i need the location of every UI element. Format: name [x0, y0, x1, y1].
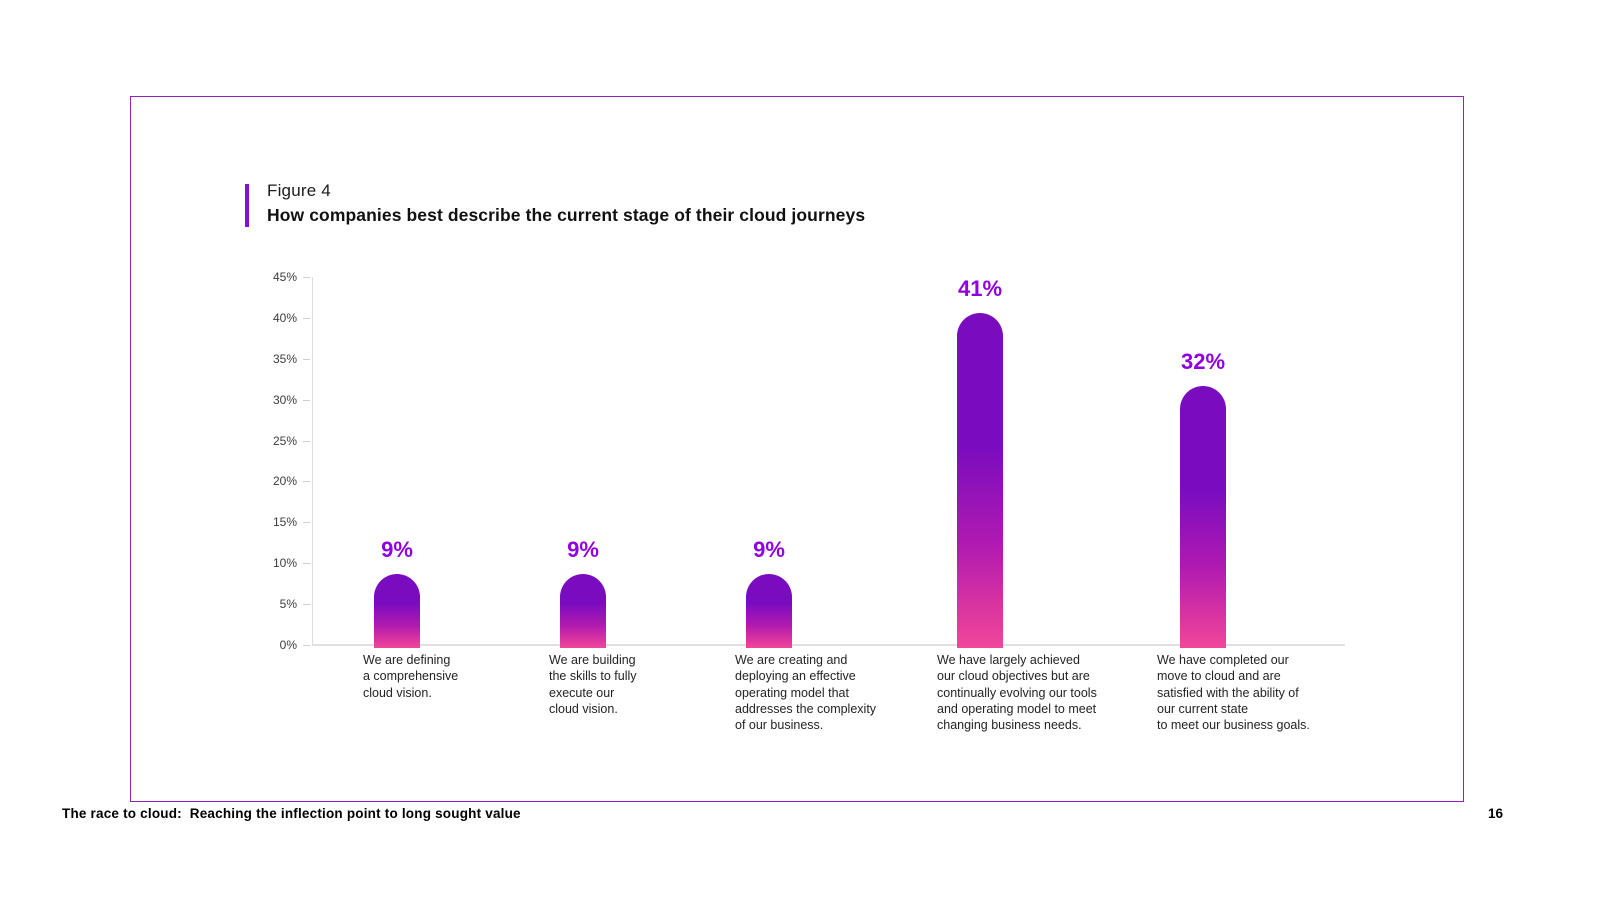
category-label: We have completed our move to cloud and a… [1157, 652, 1367, 733]
y-axis-line [312, 277, 313, 645]
category-label-line: to meet our business goals. [1157, 718, 1310, 733]
y-tick-label: 5% [279, 597, 297, 612]
y-tick-mark [303, 563, 310, 564]
category-label-line: a comprehensive [363, 669, 459, 684]
y-tick-label: 30% [272, 392, 297, 407]
category-label-line: our cloud objectives but are [937, 669, 1090, 684]
category-label-line: the skills to fully [549, 669, 637, 684]
category-label: We are defining a comprehensive cloud visi… [363, 652, 573, 701]
category-label-line: execute our [549, 685, 615, 700]
bar [957, 313, 1003, 648]
report-title: The race to cloud: Reaching the inflecti… [62, 806, 521, 821]
bar [746, 574, 792, 648]
y-tick-mark [303, 318, 310, 319]
bar [560, 574, 606, 648]
y-tick-label: 25% [272, 433, 297, 448]
bar-value-label: 9% [381, 537, 413, 562]
y-tick-mark [303, 400, 310, 401]
category-label-line: move to cloud and are [1157, 669, 1281, 684]
y-tick-mark [303, 277, 310, 278]
category-label-line: We are creating and [735, 653, 848, 667]
category-label-line: operating model that [735, 685, 849, 700]
figure-accent-bar [245, 184, 249, 227]
y-tick-label: 45% [272, 270, 297, 284]
category-label-line: We are building [549, 653, 636, 667]
category-label-line: of our business. [735, 718, 824, 733]
category-label: We have largely achieved our cloud object… [937, 652, 1147, 733]
bar [374, 574, 420, 648]
bar-value-label: 9% [567, 537, 599, 562]
figure-label: Figure 4 [267, 181, 331, 200]
bar-value-label: 9% [753, 537, 785, 562]
category-label-line: and operating model to meet [937, 701, 1097, 716]
y-tick-mark [303, 441, 310, 442]
category-label-line: our current state [1157, 701, 1249, 716]
y-tick-mark [303, 604, 310, 605]
category-label-line: We are defining [363, 653, 451, 667]
page-number: 16 [1487, 806, 1503, 821]
category-label-line: We have largely achieved [937, 653, 1080, 667]
category-label-line: continually evolving our tools [937, 685, 1097, 700]
x-axis-line [312, 644, 1345, 646]
y-tick-label: 10% [272, 556, 297, 571]
category-label: We are creating and deploying an effectiv… [735, 652, 945, 733]
figure-title: How companies best describe the current … [267, 205, 866, 225]
y-tick-mark [303, 645, 310, 646]
category-label-line: cloud vision. [363, 685, 432, 700]
y-tick-label: 15% [272, 515, 297, 530]
y-tick-mark [303, 522, 310, 523]
y-tick-mark [303, 359, 310, 360]
category-label-line: changing business needs. [937, 718, 1082, 733]
y-tick-mark [303, 481, 310, 482]
category-label-line: addresses the complexity [735, 701, 877, 716]
category-label-line: satisfied with the ability of [1157, 685, 1299, 700]
category-label-line: deploying an effective [735, 669, 856, 684]
category-label: We are building the skills to fully execut… [549, 652, 759, 717]
y-tick-label: 20% [272, 474, 297, 489]
bar-value-label: 32% [1180, 349, 1226, 374]
figure-frame [130, 96, 1464, 802]
category-label-line: We have completed our [1157, 653, 1289, 667]
y-tick-label: 35% [272, 351, 297, 366]
y-tick-label: 40% [272, 310, 297, 325]
y-tick-label: 0% [279, 638, 297, 652]
bar [1180, 386, 1226, 648]
bar-value-label: 41% [957, 276, 1003, 301]
category-label-line: cloud vision. [549, 701, 618, 716]
